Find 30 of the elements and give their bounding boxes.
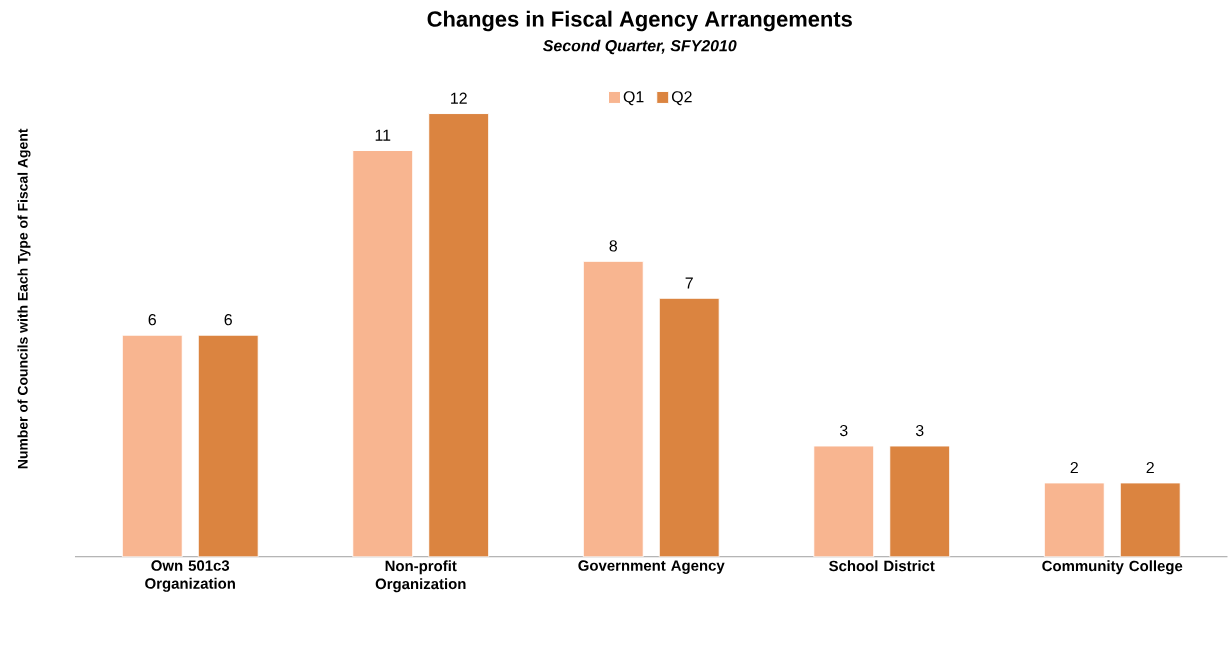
x-tick-label: Government Agency [578, 560, 725, 575]
bar [352, 150, 414, 557]
legend-label: Q2 [671, 91, 692, 106]
x-tick-label: School District [829, 560, 935, 572]
data-label: 2 [1070, 462, 1078, 474]
data-label: 7 [685, 277, 693, 289]
bar [197, 334, 259, 557]
x-tick-label: Own 501c3 Organization [145, 560, 235, 592]
bar [1119, 482, 1181, 557]
data-label: 11 [375, 129, 391, 141]
y-axis-title: Number of Councils with Each Type of Fiscal Agent [17, 128, 31, 469]
bar [658, 297, 720, 557]
chart-title: Changes in Fiscal Agency Arrangements [427, 10, 852, 32]
bar [582, 260, 644, 557]
data-label: 2 [1146, 462, 1154, 474]
bar [1043, 482, 1105, 557]
data-label: 8 [609, 240, 617, 252]
legend-label: Q1 [623, 91, 644, 106]
data-label: 3 [915, 425, 924, 437]
bar [889, 445, 951, 557]
data-label: 12 [451, 92, 467, 104]
x-tick-label: Community College [1042, 560, 1183, 575]
bar [121, 334, 183, 557]
bar [428, 113, 490, 557]
chart-subtitle: Second Quarter, SFY2010 [542, 39, 737, 55]
data-label: 3 [839, 425, 848, 437]
data-label: 6 [148, 314, 156, 326]
x-tick-label: Non-profit Organization [375, 560, 466, 593]
data-label: 6 [224, 314, 232, 326]
bar [813, 445, 875, 557]
